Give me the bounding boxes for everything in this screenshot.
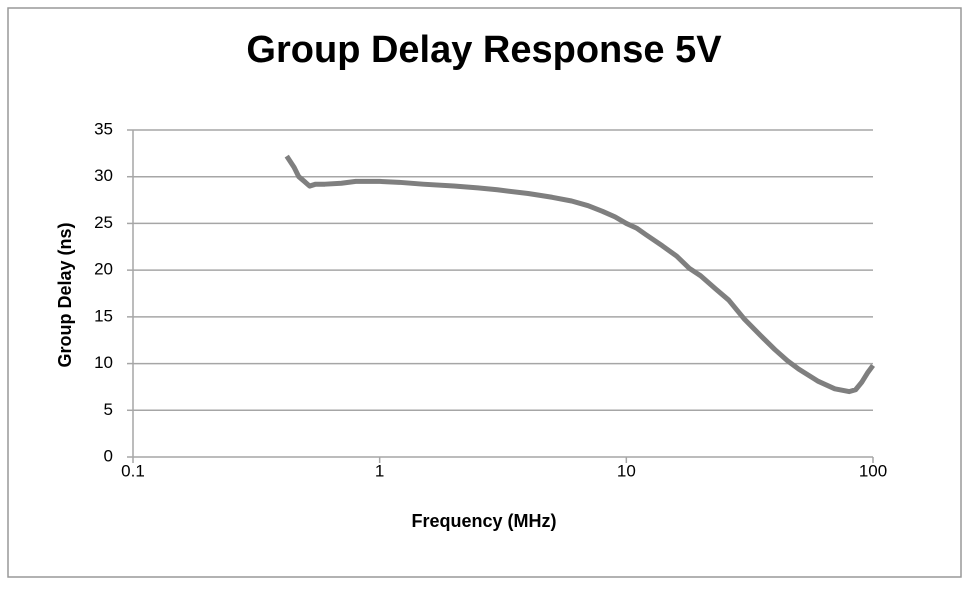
- y-axis-label: Group Delay (ns): [55, 222, 75, 367]
- y-tick-label: 35: [94, 119, 113, 138]
- y-tick-label: 25: [94, 213, 113, 232]
- x-tick-label: 0.1: [121, 461, 145, 480]
- y-tick-label: 20: [94, 260, 113, 279]
- chart-title: Group Delay Response 5V: [246, 29, 722, 71]
- data-line: [284, 154, 876, 395]
- y-tick-label: 15: [94, 306, 113, 325]
- x-tick-label: 1: [375, 461, 384, 480]
- y-tick-label: 5: [104, 400, 113, 419]
- x-axis-label: Frequency (MHz): [411, 511, 556, 531]
- x-tick-label: 100: [859, 461, 887, 480]
- x-tick-label: 10: [617, 461, 636, 480]
- y-tick-label: 30: [94, 166, 113, 185]
- y-tick-label: 0: [104, 446, 113, 465]
- chart-border: [7, 7, 962, 578]
- y-tick-label: 10: [94, 353, 113, 372]
